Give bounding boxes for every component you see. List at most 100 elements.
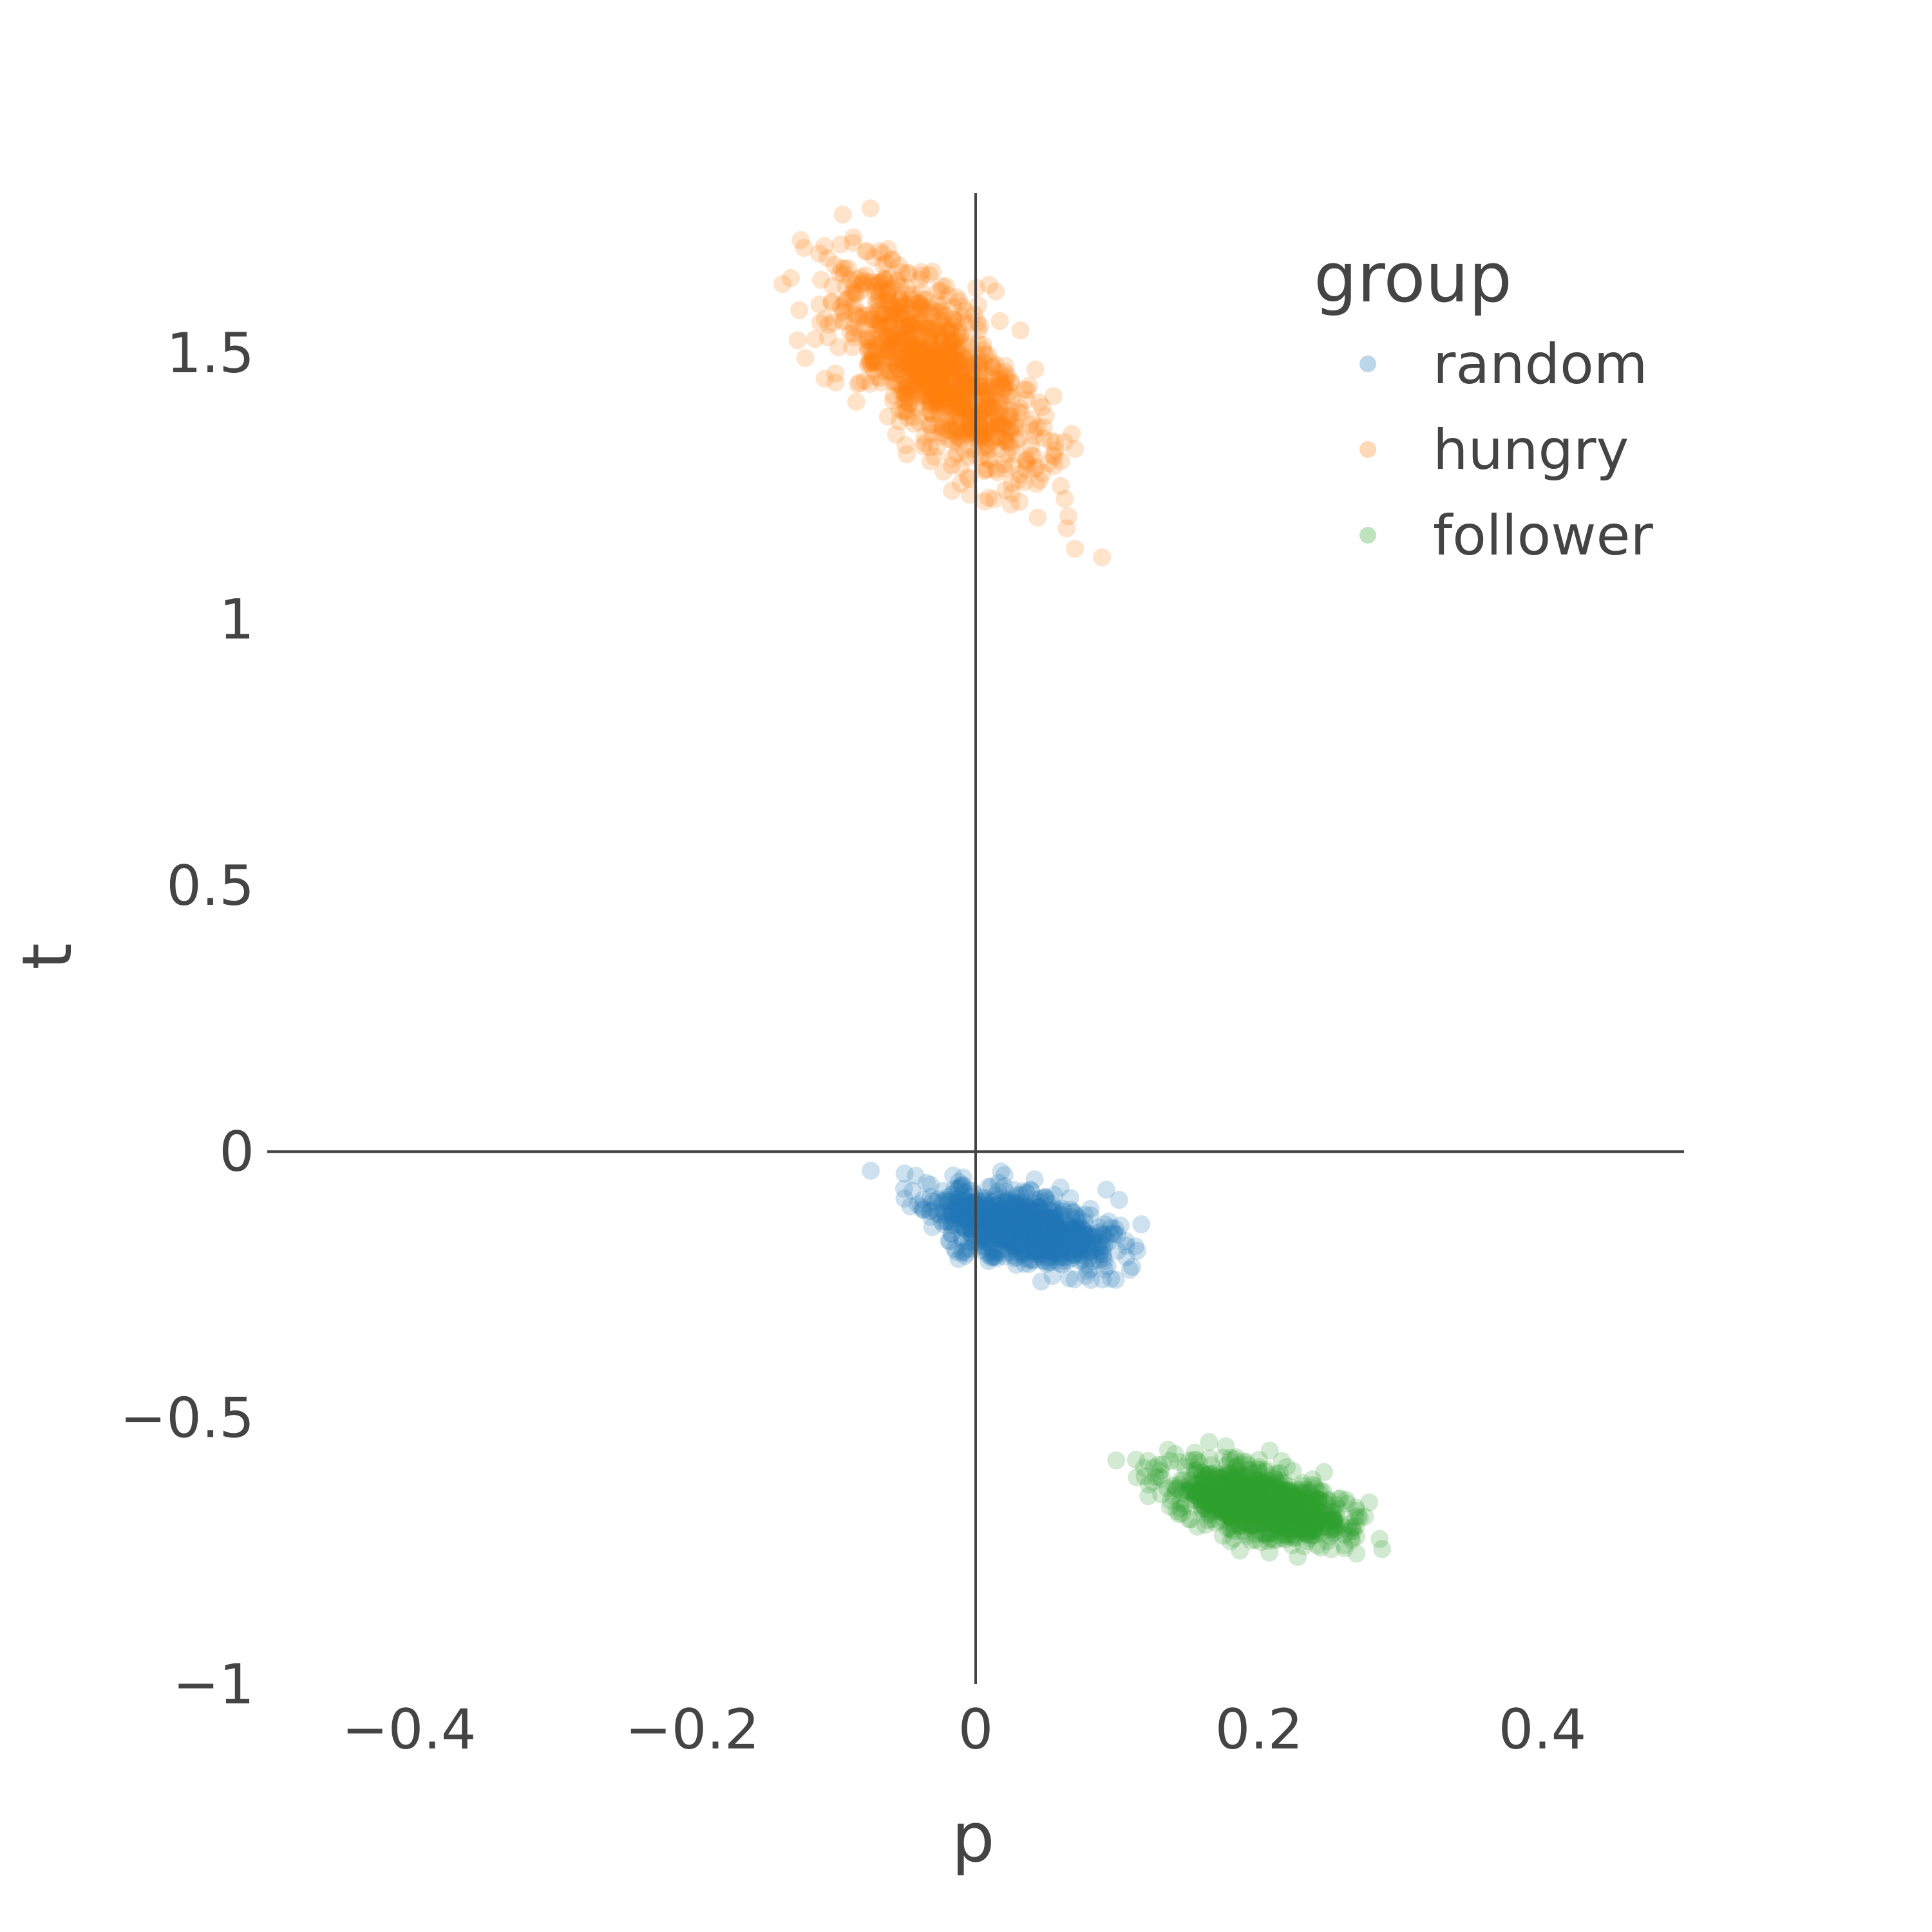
- data-point-random: [949, 1190, 967, 1209]
- data-point-random: [999, 1209, 1018, 1227]
- data-point-random: [1026, 1226, 1045, 1244]
- data-point-random: [1030, 1198, 1049, 1217]
- data-point-hungry: [902, 314, 920, 333]
- data-point-random: [1005, 1180, 1023, 1199]
- data-point-random: [1054, 1228, 1073, 1247]
- data-point-random: [1079, 1224, 1098, 1243]
- data-point-hungry: [989, 463, 1007, 482]
- data-point-random: [1051, 1247, 1070, 1266]
- data-point-random: [1012, 1245, 1031, 1264]
- data-point-random: [945, 1215, 964, 1234]
- data-point-hungry: [915, 355, 934, 373]
- data-point-hungry: [899, 382, 918, 400]
- data-point-hungry: [878, 407, 897, 426]
- data-point-random: [953, 1216, 972, 1235]
- data-point-random: [956, 1206, 974, 1225]
- data-point-random: [895, 1164, 914, 1183]
- data-point-hungry: [902, 360, 921, 379]
- data-point-random: [922, 1208, 940, 1226]
- data-point-random: [960, 1202, 979, 1220]
- data-point-hungry: [935, 388, 954, 406]
- data-point-random: [929, 1190, 947, 1209]
- data-point-random: [1034, 1236, 1053, 1255]
- data-point-hungry: [873, 340, 891, 359]
- data-point-random: [1000, 1243, 1019, 1261]
- data-point-random: [950, 1202, 968, 1221]
- data-point-random: [1046, 1224, 1065, 1243]
- data-point-random: [1068, 1208, 1087, 1227]
- data-point-random: [1037, 1227, 1056, 1246]
- data-point-hungry: [905, 414, 923, 433]
- data-point-random: [963, 1229, 982, 1248]
- data-point-hungry: [980, 385, 998, 404]
- data-point-random: [960, 1220, 979, 1238]
- data-point-random: [1061, 1189, 1079, 1208]
- data-point-random: [976, 1211, 994, 1229]
- data-point-random: [1022, 1208, 1041, 1226]
- data-point-hungry: [896, 295, 915, 314]
- data-point-random: [934, 1202, 953, 1221]
- data-point-hungry: [974, 421, 993, 439]
- data-point-random: [1057, 1233, 1075, 1251]
- data-point-follower: [1186, 1461, 1204, 1480]
- data-point-hungry: [1027, 475, 1046, 493]
- data-point-hungry: [900, 285, 918, 303]
- legend-item-hungry[interactable]: hungry: [1359, 418, 1629, 482]
- data-point-random: [1063, 1229, 1082, 1247]
- data-point-random: [992, 1162, 1010, 1180]
- data-point-hungry: [898, 445, 916, 464]
- data-point-random: [960, 1201, 978, 1220]
- data-point-random: [1048, 1223, 1066, 1242]
- data-point-random: [1031, 1189, 1050, 1208]
- data-point-hungry: [948, 393, 967, 412]
- data-point-hungry: [992, 416, 1010, 435]
- legend-item-random[interactable]: random: [1359, 332, 1648, 397]
- legend-item-follower[interactable]: follower: [1359, 504, 1654, 568]
- data-point-hungry: [1002, 373, 1021, 392]
- data-point-random: [1076, 1256, 1095, 1274]
- data-point-hungry: [987, 460, 1005, 478]
- data-point-hungry: [920, 352, 939, 370]
- data-point-hungry: [882, 251, 901, 269]
- data-point-hungry: [990, 363, 1009, 382]
- data-point-random: [996, 1193, 1015, 1212]
- data-point-random: [1016, 1218, 1035, 1236]
- data-point-random: [937, 1191, 956, 1209]
- data-point-random: [1095, 1236, 1113, 1255]
- data-point-hungry: [995, 459, 1014, 478]
- data-point-random: [1046, 1219, 1065, 1238]
- data-point-random: [1027, 1195, 1045, 1213]
- data-point-hungry: [952, 376, 971, 395]
- data-point-hungry: [938, 384, 957, 403]
- data-point-random: [1028, 1238, 1047, 1257]
- data-point-hungry: [1003, 474, 1021, 493]
- data-point-random: [1003, 1193, 1022, 1211]
- data-point-hungry: [995, 455, 1014, 473]
- data-point-random: [1012, 1230, 1030, 1249]
- data-point-random: [981, 1200, 1000, 1219]
- data-point-random: [995, 1204, 1014, 1222]
- data-point-random: [990, 1226, 1009, 1245]
- data-point-random: [922, 1201, 940, 1220]
- data-point-hungry: [952, 410, 971, 428]
- data-point-random: [1053, 1255, 1072, 1274]
- data-point-hungry: [918, 374, 936, 392]
- data-point-hungry: [811, 314, 829, 332]
- data-point-random: [1046, 1208, 1064, 1226]
- data-point-random: [1025, 1223, 1043, 1241]
- data-point-hungry: [835, 312, 854, 330]
- data-point-random: [1020, 1229, 1039, 1247]
- data-point-random: [1006, 1216, 1025, 1235]
- data-point-random: [1017, 1238, 1036, 1257]
- data-point-random: [1013, 1219, 1032, 1238]
- data-point-hungry: [826, 373, 845, 392]
- data-point-hungry: [933, 424, 951, 442]
- data-point-random: [1019, 1220, 1037, 1238]
- data-point-random: [999, 1211, 1018, 1230]
- data-point-random: [972, 1227, 991, 1245]
- data-point-random: [1008, 1223, 1027, 1242]
- data-point-random: [1071, 1233, 1089, 1251]
- data-point-random: [999, 1203, 1018, 1222]
- data-point-random: [959, 1195, 977, 1213]
